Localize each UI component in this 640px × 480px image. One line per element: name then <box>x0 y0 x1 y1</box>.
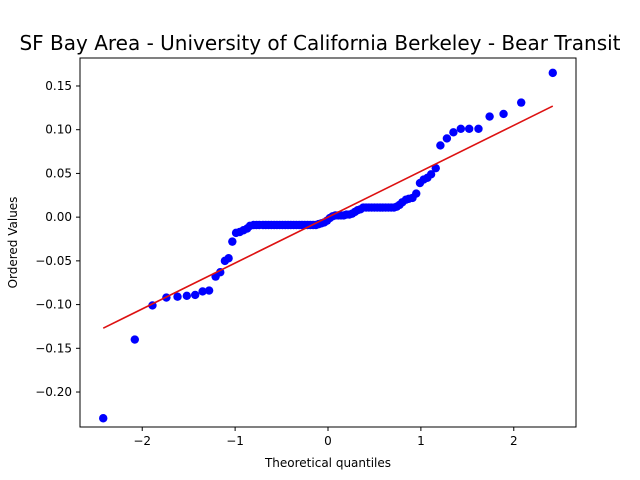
data-point <box>99 414 108 423</box>
data-point <box>190 290 200 300</box>
data-point <box>499 109 508 119</box>
chart-title: SF Bay Area - University of California B… <box>19 31 620 55</box>
y-tick-label: 0.15 <box>45 79 72 93</box>
data-point <box>130 335 140 344</box>
data-point <box>173 292 182 301</box>
data-point <box>548 68 557 78</box>
y-tick-label: 0.10 <box>45 123 72 137</box>
data-point <box>198 287 207 296</box>
data-point <box>228 237 237 246</box>
data-point <box>442 134 452 143</box>
data-point <box>456 124 466 134</box>
x-tick-label: 2 <box>510 434 518 448</box>
y-axis-label: Ordered Values <box>6 197 20 289</box>
data-point <box>224 254 233 263</box>
data-point <box>431 163 440 173</box>
fit-line <box>102 105 554 329</box>
data-point <box>182 291 192 301</box>
axes-frame <box>79 57 577 428</box>
y-tick-label: −0.05 <box>35 254 72 268</box>
data-point <box>464 124 474 134</box>
data-point <box>449 128 458 137</box>
data-point <box>204 286 214 295</box>
x-tick-label: 0 <box>324 434 332 448</box>
y-tick-label: 0.00 <box>45 210 72 224</box>
y-tick-label: −0.15 <box>35 341 72 355</box>
data-point <box>436 141 445 150</box>
y-tick-label: −0.20 <box>35 385 72 399</box>
x-axis-label: Theoretical quantiles <box>264 456 391 470</box>
x-tick-label: −2 <box>133 434 151 448</box>
data-point <box>412 189 421 198</box>
data-point <box>474 124 483 134</box>
y-tick-label: 0.05 <box>45 166 72 180</box>
data-point <box>516 98 526 107</box>
data-point <box>426 170 436 179</box>
data-point <box>485 112 494 121</box>
x-tick-label: −1 <box>226 434 244 448</box>
x-tick-label: 1 <box>417 434 425 448</box>
y-tick-label: −0.10 <box>35 298 72 312</box>
